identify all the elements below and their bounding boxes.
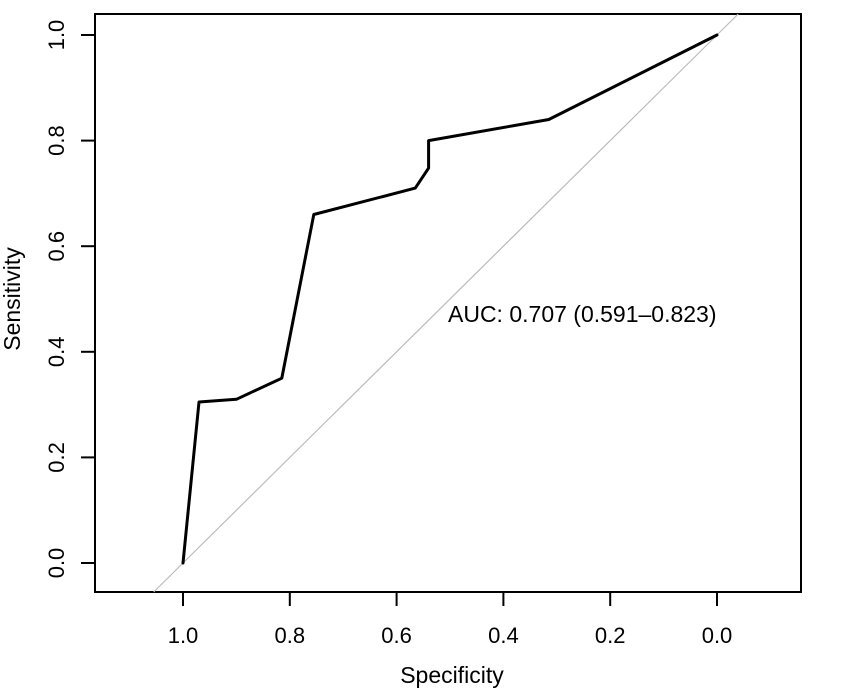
y-tick-label: 0.4 <box>44 337 69 368</box>
y-tick-label: 0.2 <box>44 442 69 473</box>
x-tick-label: 0.0 <box>702 623 733 648</box>
y-tick-label: 1.0 <box>44 20 69 51</box>
x-tick-label: 0.4 <box>488 623 519 648</box>
roc-curve-line <box>181 33 719 565</box>
reference-diagonal-line <box>153 13 739 593</box>
y-axis-title: Sensitivity <box>0 247 25 351</box>
x-axis-title: Specificity <box>400 662 504 688</box>
auc-annotation: AUC: 0.707 (0.591–0.823) <box>448 301 717 327</box>
x-tick-label: 0.6 <box>381 623 412 648</box>
chart-generated-layer: 1.0 0.8 0.6 0.4 0.2 0.0 0.0 0.2 0.4 0.6 0.8 1.0 <box>44 13 802 648</box>
x-tick-label: 1.0 <box>168 623 199 648</box>
y-tick-label: 0.0 <box>44 548 69 579</box>
y-tick-label: 0.6 <box>44 231 69 262</box>
plot-border <box>94 13 802 593</box>
y-tick-label: 0.8 <box>44 125 69 156</box>
x-tick-label: 0.8 <box>275 623 306 648</box>
x-tick-label: 0.2 <box>595 623 626 648</box>
